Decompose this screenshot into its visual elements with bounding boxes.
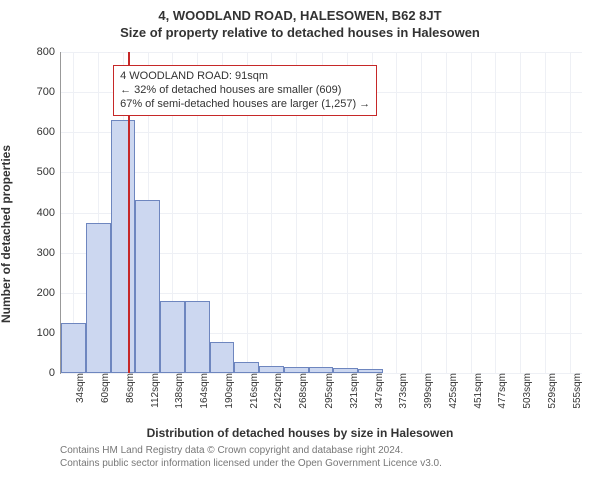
histogram-bar	[259, 366, 284, 373]
xtick-label: 373sqm	[394, 373, 409, 409]
ytick-label: 200	[37, 287, 61, 299]
chart-container: 4, WOODLAND ROAD, HALESOWEN, B62 8JT Siz…	[0, 0, 600, 500]
footer-line1: Contains HM Land Registry data © Crown c…	[60, 444, 588, 457]
histogram-bar	[61, 323, 86, 373]
chart-subtitle: Size of property relative to detached ho…	[0, 23, 600, 44]
xtick-label: 399sqm	[419, 373, 434, 409]
histogram-bar	[135, 200, 160, 373]
gridline-v	[446, 52, 447, 373]
xtick-label: 555sqm	[568, 373, 583, 409]
ytick-label: 600	[37, 126, 61, 138]
xtick-label: 321sqm	[345, 373, 360, 409]
histogram-bar	[185, 301, 210, 373]
annotation-line1: 4 WOODLAND ROAD: 91sqm	[120, 69, 370, 83]
annotation-box: 4 WOODLAND ROAD: 91sqm ← 32% of detached…	[113, 65, 377, 116]
xtick-label: 60sqm	[96, 373, 111, 403]
xtick-label: 216sqm	[245, 373, 260, 409]
xtick-label: 112sqm	[146, 373, 161, 408]
histogram-bar	[210, 342, 235, 373]
ytick-label: 800	[37, 46, 61, 58]
gridline-v	[520, 52, 521, 373]
histogram-bar	[234, 362, 259, 373]
annotation-line2: ← 32% of detached houses are smaller (60…	[120, 83, 370, 97]
xtick-label: 503sqm	[518, 373, 533, 409]
gridline-v	[421, 52, 422, 373]
gridline-v	[570, 52, 571, 373]
gridline-v	[495, 52, 496, 373]
ytick-label: 100	[37, 327, 61, 339]
xtick-label: 268sqm	[294, 373, 309, 409]
xtick-label: 295sqm	[320, 373, 335, 409]
xtick-label: 34sqm	[71, 373, 86, 403]
histogram-bar	[86, 223, 111, 373]
histogram-bar	[358, 369, 383, 373]
xtick-label: 242sqm	[269, 373, 284, 409]
y-axis-label: Number of detached properties	[0, 145, 13, 323]
gridline-v	[396, 52, 397, 373]
ytick-label: 700	[37, 86, 61, 98]
chart-area: Number of detached properties 0100200300…	[0, 44, 600, 424]
ytick-label: 0	[49, 367, 61, 379]
footer-line2: Contains public sector information licen…	[60, 457, 588, 470]
footer-text: Contains HM Land Registry data © Crown c…	[0, 440, 600, 470]
ytick-label: 500	[37, 166, 61, 178]
histogram-bar	[333, 368, 358, 373]
ytick-label: 300	[37, 247, 61, 259]
gridline-v	[545, 52, 546, 373]
xtick-label: 451sqm	[469, 373, 484, 409]
xtick-label: 190sqm	[220, 373, 235, 409]
xtick-label: 164sqm	[195, 373, 210, 409]
plot-area: 010020030040050060070080034sqm60sqm86sqm…	[60, 52, 582, 374]
ytick-label: 400	[37, 207, 61, 219]
annotation-line3: 67% of semi-detached houses are larger (…	[120, 97, 370, 111]
gridline-v	[471, 52, 472, 373]
xtick-label: 477sqm	[493, 373, 508, 409]
xtick-label: 425sqm	[444, 373, 459, 409]
xtick-label: 529sqm	[543, 373, 558, 409]
x-axis-label: Distribution of detached houses by size …	[0, 424, 600, 440]
xtick-label: 86sqm	[121, 373, 136, 403]
xtick-label: 347sqm	[370, 373, 385, 409]
page-title: 4, WOODLAND ROAD, HALESOWEN, B62 8JT	[0, 0, 600, 23]
histogram-bar	[284, 367, 309, 373]
xtick-label: 138sqm	[170, 373, 185, 409]
histogram-bar	[309, 367, 334, 373]
histogram-bar	[160, 301, 185, 373]
histogram-bar	[111, 120, 136, 373]
